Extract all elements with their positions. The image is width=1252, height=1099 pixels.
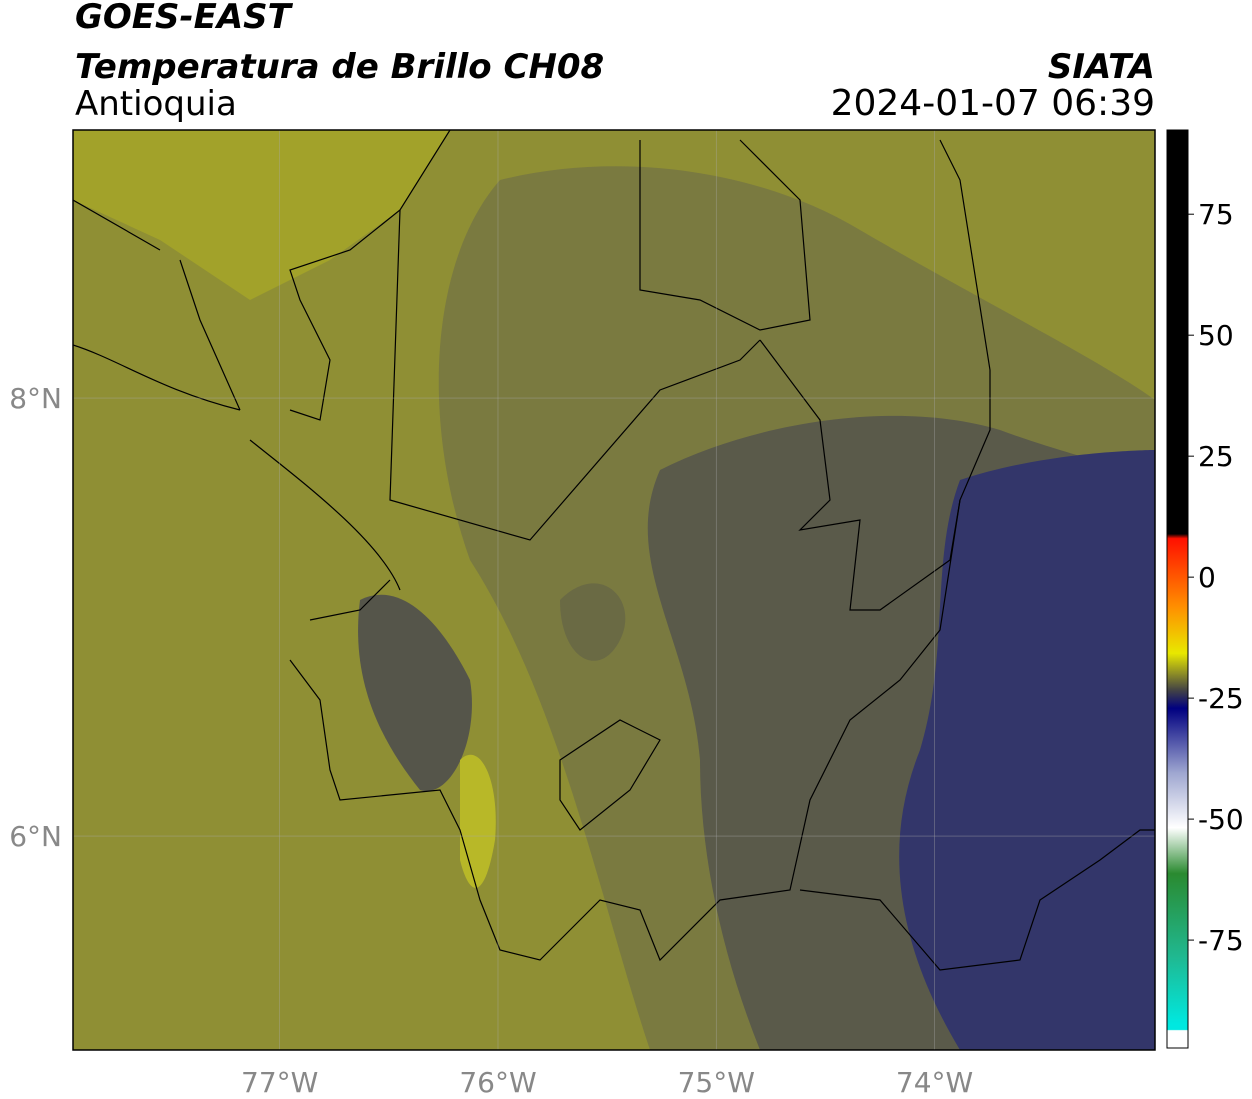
colorbar-tick-label: -25 [1198, 682, 1244, 715]
colorbar-tick-label: 75 [1198, 198, 1234, 231]
colorbar [1166, 129, 1189, 1049]
colorbar-tick-label: 50 [1198, 319, 1234, 352]
region: Antioquia [75, 84, 237, 124]
y-tick-label: 8°N [9, 382, 62, 415]
border [639, 139, 991, 611]
colorbar-tick-label: -50 [1198, 803, 1244, 836]
coastline [73, 130, 451, 421]
region-shade [460, 754, 496, 888]
x-tick-label: 76°W [459, 1066, 536, 1099]
subtitle: Temperatura de Brillo CH08 [75, 47, 604, 87]
gridlines [73, 130, 1155, 1050]
x-tick-label: 77°W [241, 1066, 318, 1099]
map-frame [72, 129, 1156, 1051]
border [289, 499, 961, 962]
map [73, 130, 1155, 1050]
colorbar-tick-label: -75 [1198, 924, 1244, 957]
title: GOES-EAST [75, 0, 294, 37]
colorbar-tick-label: 25 [1198, 440, 1234, 473]
region-shade [899, 450, 1155, 1050]
colorbar-tick-label: 0 [1198, 561, 1216, 594]
y-tick-label: 6°N [9, 820, 62, 853]
source: SIATA [1048, 47, 1155, 87]
border [559, 719, 1155, 971]
border [73, 209, 761, 591]
x-tick-label: 74°W [896, 1066, 973, 1099]
x-tick-label: 75°W [678, 1066, 755, 1099]
region-shade [358, 594, 472, 792]
sea-region [73, 130, 450, 300]
datetime: 2024-01-07 06:39 [831, 83, 1155, 124]
region-shade [560, 583, 626, 661]
